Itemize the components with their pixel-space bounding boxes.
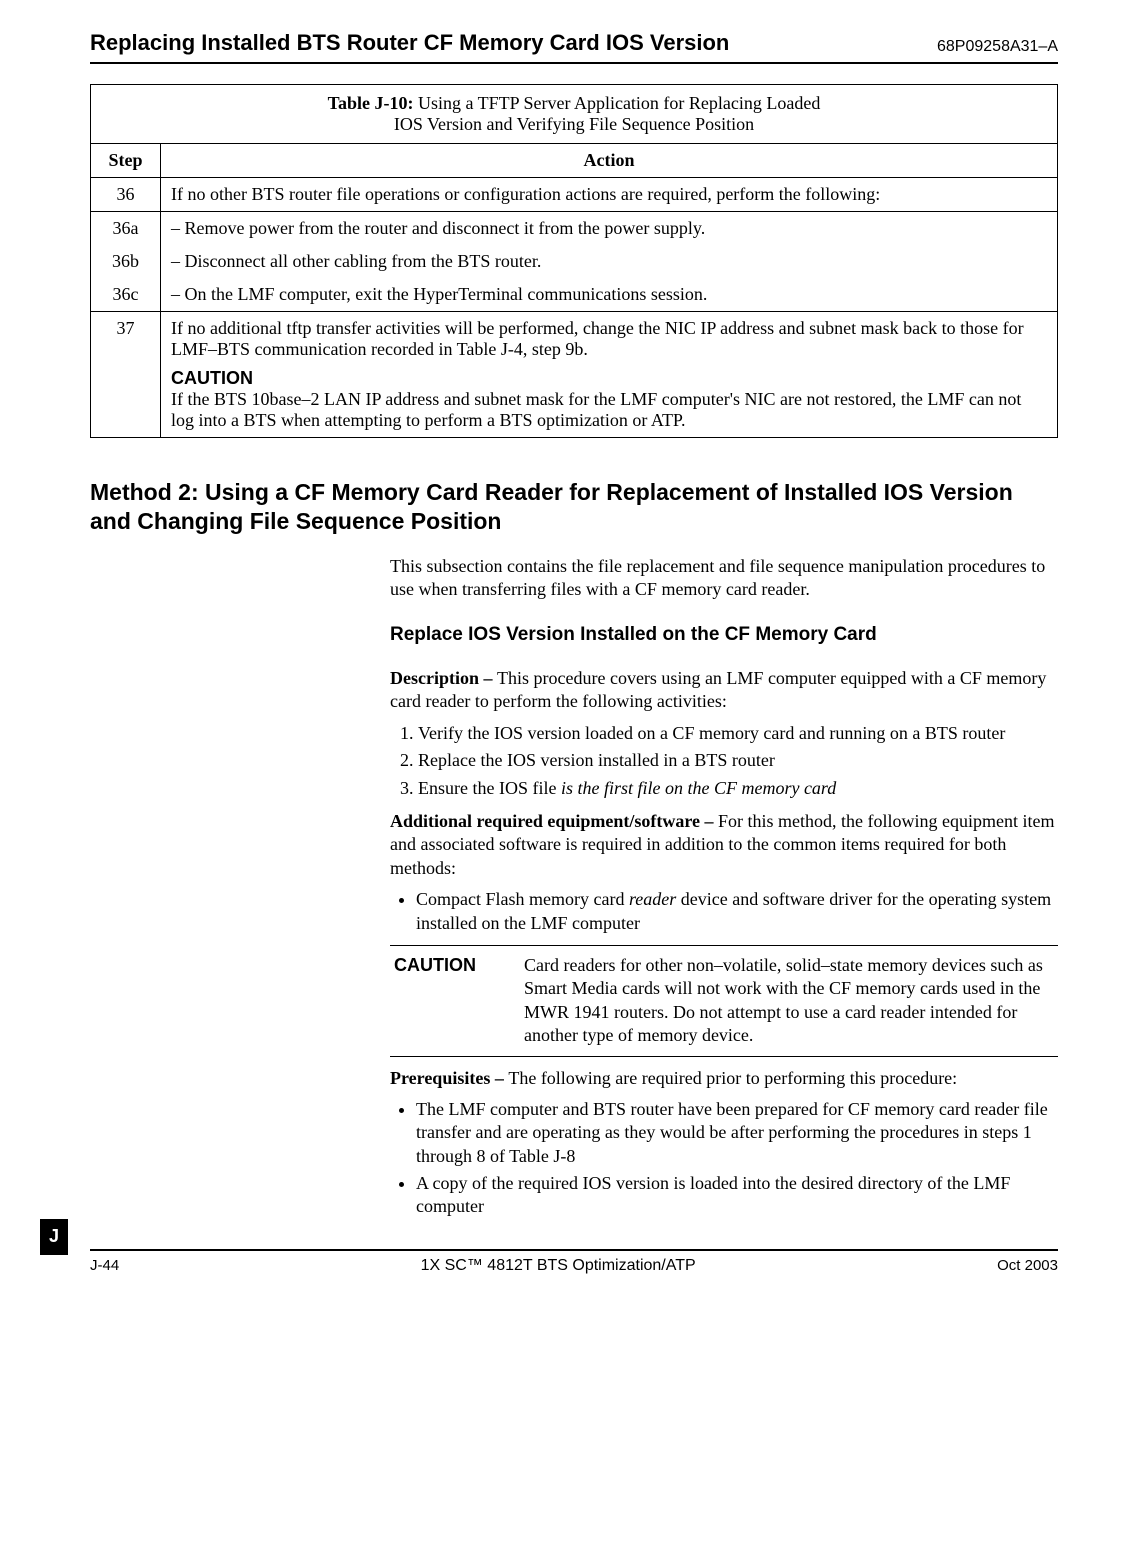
action-37: If no additional tftp transfer activitie… — [161, 312, 1058, 438]
step-36c: 36c — [91, 278, 161, 312]
step-36b: 36b — [91, 245, 161, 278]
prereq-para: Prerequisites – The following are requir… — [390, 1067, 1058, 1090]
addreq-bullets: Compact Flash memory card reader device … — [390, 888, 1058, 935]
caption-line2: IOS Version and Verifying File Sequence … — [394, 114, 754, 134]
step-36: 36 — [91, 178, 161, 212]
table-caption: Table J-10: Using a TFTP Server Applicat… — [91, 85, 1058, 144]
page-footer: J-44 1X SC™ 4812T BTS Optimization/ATP O… — [90, 1249, 1058, 1275]
caution-text: Card readers for other non–volatile, sol… — [524, 954, 1054, 1048]
caution-label: CAUTION — [394, 954, 524, 1048]
action-36: If no other BTS router file operations o… — [161, 178, 1058, 212]
body-content: This subsection contains the file replac… — [390, 555, 1058, 1219]
list-item-3: Ensure the IOS file is the first file on… — [418, 777, 1058, 800]
footer-page-num: J-44 — [90, 1257, 119, 1275]
addreq-para: Additional required equipment/software –… — [390, 810, 1058, 880]
col-step: Step — [91, 144, 161, 178]
footer-doc-title: 1X SC™ 4812T BTS Optimization/ATP — [421, 1257, 696, 1275]
prereq-text: The following are required prior to perf… — [508, 1068, 957, 1088]
prereq-bullets: The LMF computer and BTS router have bee… — [390, 1098, 1058, 1219]
prereq-bullet-2: A copy of the required IOS version is lo… — [416, 1172, 1058, 1219]
prereq-label: Prerequisites – — [390, 1068, 508, 1088]
list-item-1: Verify the IOS version loaded on a CF me… — [418, 722, 1058, 745]
action-36a: – Remove power from the router and disco… — [161, 212, 1058, 246]
caution-box: CAUTION Card readers for other non–volat… — [390, 945, 1058, 1057]
action-36c: – On the LMF computer, exit the HyperTer… — [161, 278, 1058, 312]
addreq-label: Additional required equipment/software – — [390, 811, 718, 831]
desc-label: Description – — [390, 668, 497, 688]
section-tab: J — [40, 1219, 68, 1255]
prereq-bullet-1: The LMF computer and BTS router have bee… — [416, 1098, 1058, 1168]
col-action: Action — [161, 144, 1058, 178]
action-37-p2: If the BTS 10base–2 LAN IP address and s… — [171, 389, 1047, 431]
table-j10: Table J-10: Using a TFTP Server Applicat… — [90, 84, 1058, 438]
method2-intro: This subsection contains the file replac… — [390, 555, 1058, 602]
activities-list: Verify the IOS version loaded on a CF me… — [390, 722, 1058, 800]
page-header: Replacing Installed BTS Router CF Memory… — [90, 30, 1058, 64]
caption-label: Table J-10: — [328, 93, 414, 113]
caption-line1: Using a TFTP Server Application for Repl… — [413, 93, 820, 113]
step-36a: 36a — [91, 212, 161, 246]
list-item-2: Replace the IOS version installed in a B… — [418, 749, 1058, 772]
header-title: Replacing Installed BTS Router CF Memory… — [90, 30, 729, 56]
description-para: Description – This procedure covers usin… — [390, 667, 1058, 714]
footer-date: Oct 2003 — [997, 1257, 1058, 1275]
action-36b: – Disconnect all other cabling from the … — [161, 245, 1058, 278]
header-doc-id: 68P09258A31–A — [937, 38, 1058, 56]
addreq-bullet-1: Compact Flash memory card reader device … — [416, 888, 1058, 935]
action-37-caution-label: CAUTION — [171, 368, 1047, 389]
method2-heading: Method 2: Using a CF Memory Card Reader … — [90, 478, 1058, 536]
step-37: 37 — [91, 312, 161, 438]
action-37-p1: If no additional tftp transfer activitie… — [171, 318, 1047, 360]
sub-heading-replace-ios: Replace IOS Version Installed on the CF … — [390, 623, 1058, 648]
